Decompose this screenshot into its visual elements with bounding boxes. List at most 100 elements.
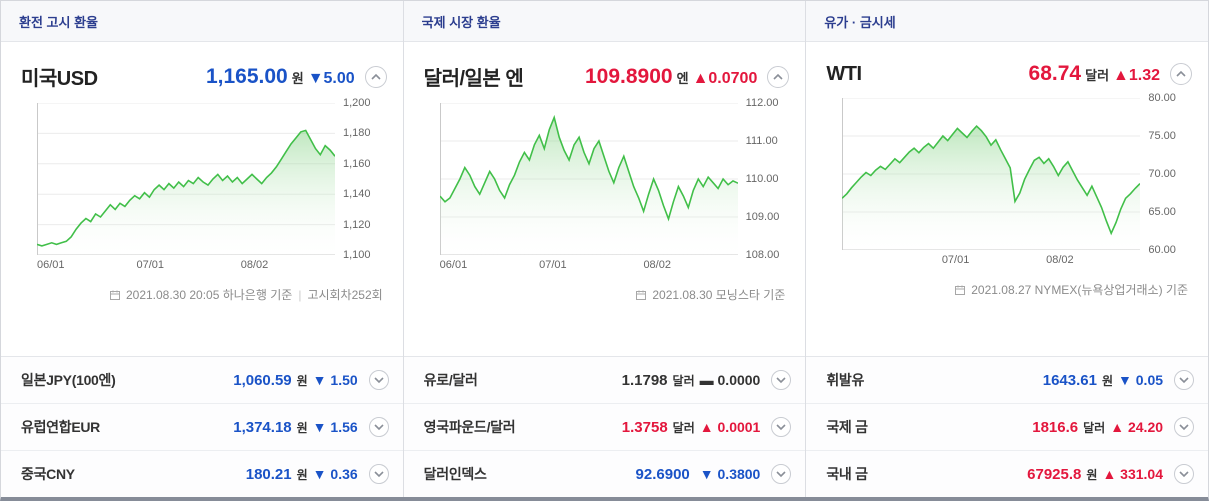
chart-section: 80.00 75.00 70.00 65.00 60.00 07/01 08/02 bbox=[842, 92, 1192, 269]
y-tick-label: 108.00 bbox=[745, 249, 780, 261]
y-tick-label: 1,100 bbox=[343, 249, 371, 261]
y-axis-labels: 112.00 111.00 110.00 109.00 108.00 bbox=[738, 97, 790, 261]
price-change: ▼5.00 bbox=[307, 69, 355, 87]
y-tick-label: 1,180 bbox=[343, 127, 371, 140]
row-value: 180.21 bbox=[245, 465, 292, 483]
chevron-down-icon bbox=[1179, 471, 1189, 478]
quote-row-jpy: 일본JPY(100엔) 1,060.59 원 ▼ 1.50 bbox=[1, 357, 403, 403]
collapse-button[interactable] bbox=[1170, 63, 1193, 85]
chevron-down-icon bbox=[1179, 377, 1189, 384]
chevron-up-icon bbox=[1176, 70, 1186, 77]
quote-row-eur: 유럽연합EUR 1,374.18 원 ▼ 1.56 bbox=[1, 403, 403, 450]
panel-main-market: 달러/일본 엔 109.8900 엔 ▲0.0700 112.00 111.00 1… bbox=[404, 42, 806, 356]
chevron-down-icon bbox=[776, 377, 786, 384]
chevron-up-icon bbox=[371, 73, 381, 80]
row-unit: 달러 bbox=[672, 420, 695, 435]
expand-button[interactable] bbox=[368, 464, 389, 484]
y-tick-label: 65.00 bbox=[1148, 206, 1176, 218]
row-value: 1.1798 bbox=[621, 371, 668, 389]
row-label: 국내 금 bbox=[826, 466, 868, 482]
source-text: 2021.08.30 모닝스타 기준 bbox=[652, 288, 786, 302]
chart-plot bbox=[842, 98, 1141, 250]
expand-button[interactable] bbox=[771, 464, 792, 484]
source-text: 2021.08.30 20:05 하나은행 기준 bbox=[125, 288, 293, 302]
x-tick-label: 08/02 bbox=[643, 259, 671, 271]
chart-section: 1,200 1,180 1,160 1,140 1,120 1,100 06/01 07/0… bbox=[37, 97, 387, 274]
panel-market-rates: 국제 시장 환율 달러/일본 엔 109.8900 엔 ▲0.0700 112.… bbox=[402, 1, 806, 497]
usd-krw-chart bbox=[37, 103, 335, 255]
source-line: 2021.08.30 20:05 하나은행 기준 | 고시회차252회 bbox=[21, 286, 387, 303]
panel-exchange-rates: 환전 고시 환율 미국USD 1,165.00 원 ▼5.00 1,200 1,1… bbox=[1, 1, 403, 497]
expand-button[interactable] bbox=[368, 417, 389, 437]
source-text: 2021.08.27 NYMEX(뉴욕상업거래소) 기준 bbox=[971, 283, 1189, 297]
panel-main-exchange: 미국USD 1,165.00 원 ▼5.00 1,200 1,180 1,160 1,… bbox=[1, 42, 403, 356]
price-change: ▲0.0700 bbox=[692, 69, 758, 87]
row-label: 일본JPY(100엔) bbox=[21, 372, 116, 388]
row-label: 휘발유 bbox=[826, 372, 865, 388]
panel-oil-gold: 유가 · 금시세 WTI 68.74 달러 ▲1.32 80.00 75.00 70… bbox=[805, 1, 1209, 497]
row-unit: 원 bbox=[1086, 467, 1098, 482]
x-tick-label: 08/02 bbox=[240, 259, 269, 271]
quote-row-cny: 중국CNY 180.21 원 ▼ 0.36 bbox=[1, 450, 403, 497]
expand-button[interactable] bbox=[1174, 370, 1195, 390]
row-value: 1816.6 bbox=[1032, 418, 1079, 436]
y-tick-label: 60.00 bbox=[1148, 244, 1176, 256]
price-group: 109.8900 엔 ▲0.0700 bbox=[585, 65, 757, 89]
row-unit: 원 bbox=[296, 420, 308, 435]
y-tick-label: 111.00 bbox=[745, 135, 778, 147]
panel-main-oil-gold: WTI 68.74 달러 ▲1.32 80.00 75.00 70.00 65.00 6… bbox=[806, 42, 1208, 356]
wti-chart bbox=[842, 98, 1141, 250]
x-tick-label: 06/01 bbox=[37, 259, 65, 271]
expand-button[interactable] bbox=[368, 370, 389, 390]
calendar-icon bbox=[955, 285, 966, 295]
x-axis-labels: 06/01 07/01 08/02 bbox=[440, 259, 738, 274]
row-value-group: 180.21 원 ▼ 0.36 bbox=[246, 464, 389, 484]
quote-row-gasoline: 휘발유 1643.61 원 ▼ 0.05 bbox=[806, 357, 1209, 403]
x-tick-label: 06/01 bbox=[439, 259, 468, 271]
row-value-group: 1,060.59 원 ▼ 1.50 bbox=[233, 370, 389, 390]
panel-header-label: 환전 고시 환율 bbox=[19, 14, 98, 30]
source-line: 2021.08.30 모닝스타 기준 bbox=[424, 286, 790, 303]
panel-header-exchange: 환전 고시 환율 bbox=[1, 1, 403, 42]
row-label: 중국CNY bbox=[21, 466, 75, 482]
quote-row-domestic-gold: 국내 금 67925.8 원 ▲ 331.04 bbox=[806, 450, 1209, 497]
row-unit: 원 bbox=[1101, 373, 1114, 388]
quote-row-eurusd: 유로/달러 1.1798 달러 ▬ 0.0000 bbox=[403, 357, 806, 403]
quote-row-intl-gold: 국제 금 1816.6 달러 ▲ 24.20 bbox=[806, 403, 1209, 450]
panel-header-oil-gold: 유가 · 금시세 bbox=[806, 1, 1209, 42]
chevron-down-icon bbox=[1179, 424, 1189, 431]
x-axis-labels: 07/01 08/02 bbox=[842, 254, 1140, 269]
chart-plot bbox=[439, 103, 738, 255]
main-quote-row: 미국USD 1,165.00 원 ▼5.00 bbox=[21, 62, 387, 91]
expand-button[interactable] bbox=[1174, 417, 1195, 437]
expand-button[interactable] bbox=[771, 370, 792, 390]
row-value-group: 1816.6 달러 ▲ 24.20 bbox=[1032, 417, 1195, 437]
calendar-icon bbox=[636, 290, 647, 300]
y-tick-label: 109.00 bbox=[745, 211, 780, 223]
source-separator: | bbox=[298, 287, 302, 302]
row-label: 영국파운드/달러 bbox=[423, 419, 516, 435]
chevron-down-icon bbox=[374, 471, 384, 478]
quote-row-gbpusd: 영국파운드/달러 1.3758 달러 ▲ 0.0001 bbox=[403, 403, 806, 450]
collapse-button[interactable] bbox=[767, 65, 790, 88]
quote-row-dollar-index: 달러인덱스 92.6900 ▼ 0.3800 bbox=[403, 450, 806, 497]
collapse-button[interactable] bbox=[364, 65, 387, 88]
row-change: ▲ 24.20 bbox=[1110, 419, 1164, 435]
x-tick-label: 07/01 bbox=[136, 259, 164, 271]
price-group: 68.74 달러 ▲1.32 bbox=[1029, 62, 1160, 86]
panel-header-label: 국제 시장 환율 bbox=[421, 14, 501, 30]
chevron-down-icon bbox=[374, 424, 384, 431]
row-label: 달러인덱스 bbox=[423, 466, 487, 482]
expand-button[interactable] bbox=[771, 417, 792, 437]
y-tick-label: 70.00 bbox=[1148, 168, 1176, 180]
row-unit: 달러 bbox=[672, 373, 695, 388]
price-value: 109.8900 bbox=[585, 64, 673, 88]
quote-rows: 일본JPY(100엔) 1,060.59 원 ▼ 1.50 유럽연합EUR 1,… bbox=[1, 356, 403, 497]
chevron-down-icon bbox=[776, 424, 786, 431]
price-value: 68.74 bbox=[1028, 62, 1082, 85]
expand-button[interactable] bbox=[1174, 464, 1195, 484]
chart-section: 112.00 111.00 110.00 109.00 108.00 06/01 07/0… bbox=[439, 97, 790, 274]
row-label: 국제 금 bbox=[826, 419, 868, 435]
panel-header-label: 유가 · 금시세 bbox=[824, 14, 896, 30]
